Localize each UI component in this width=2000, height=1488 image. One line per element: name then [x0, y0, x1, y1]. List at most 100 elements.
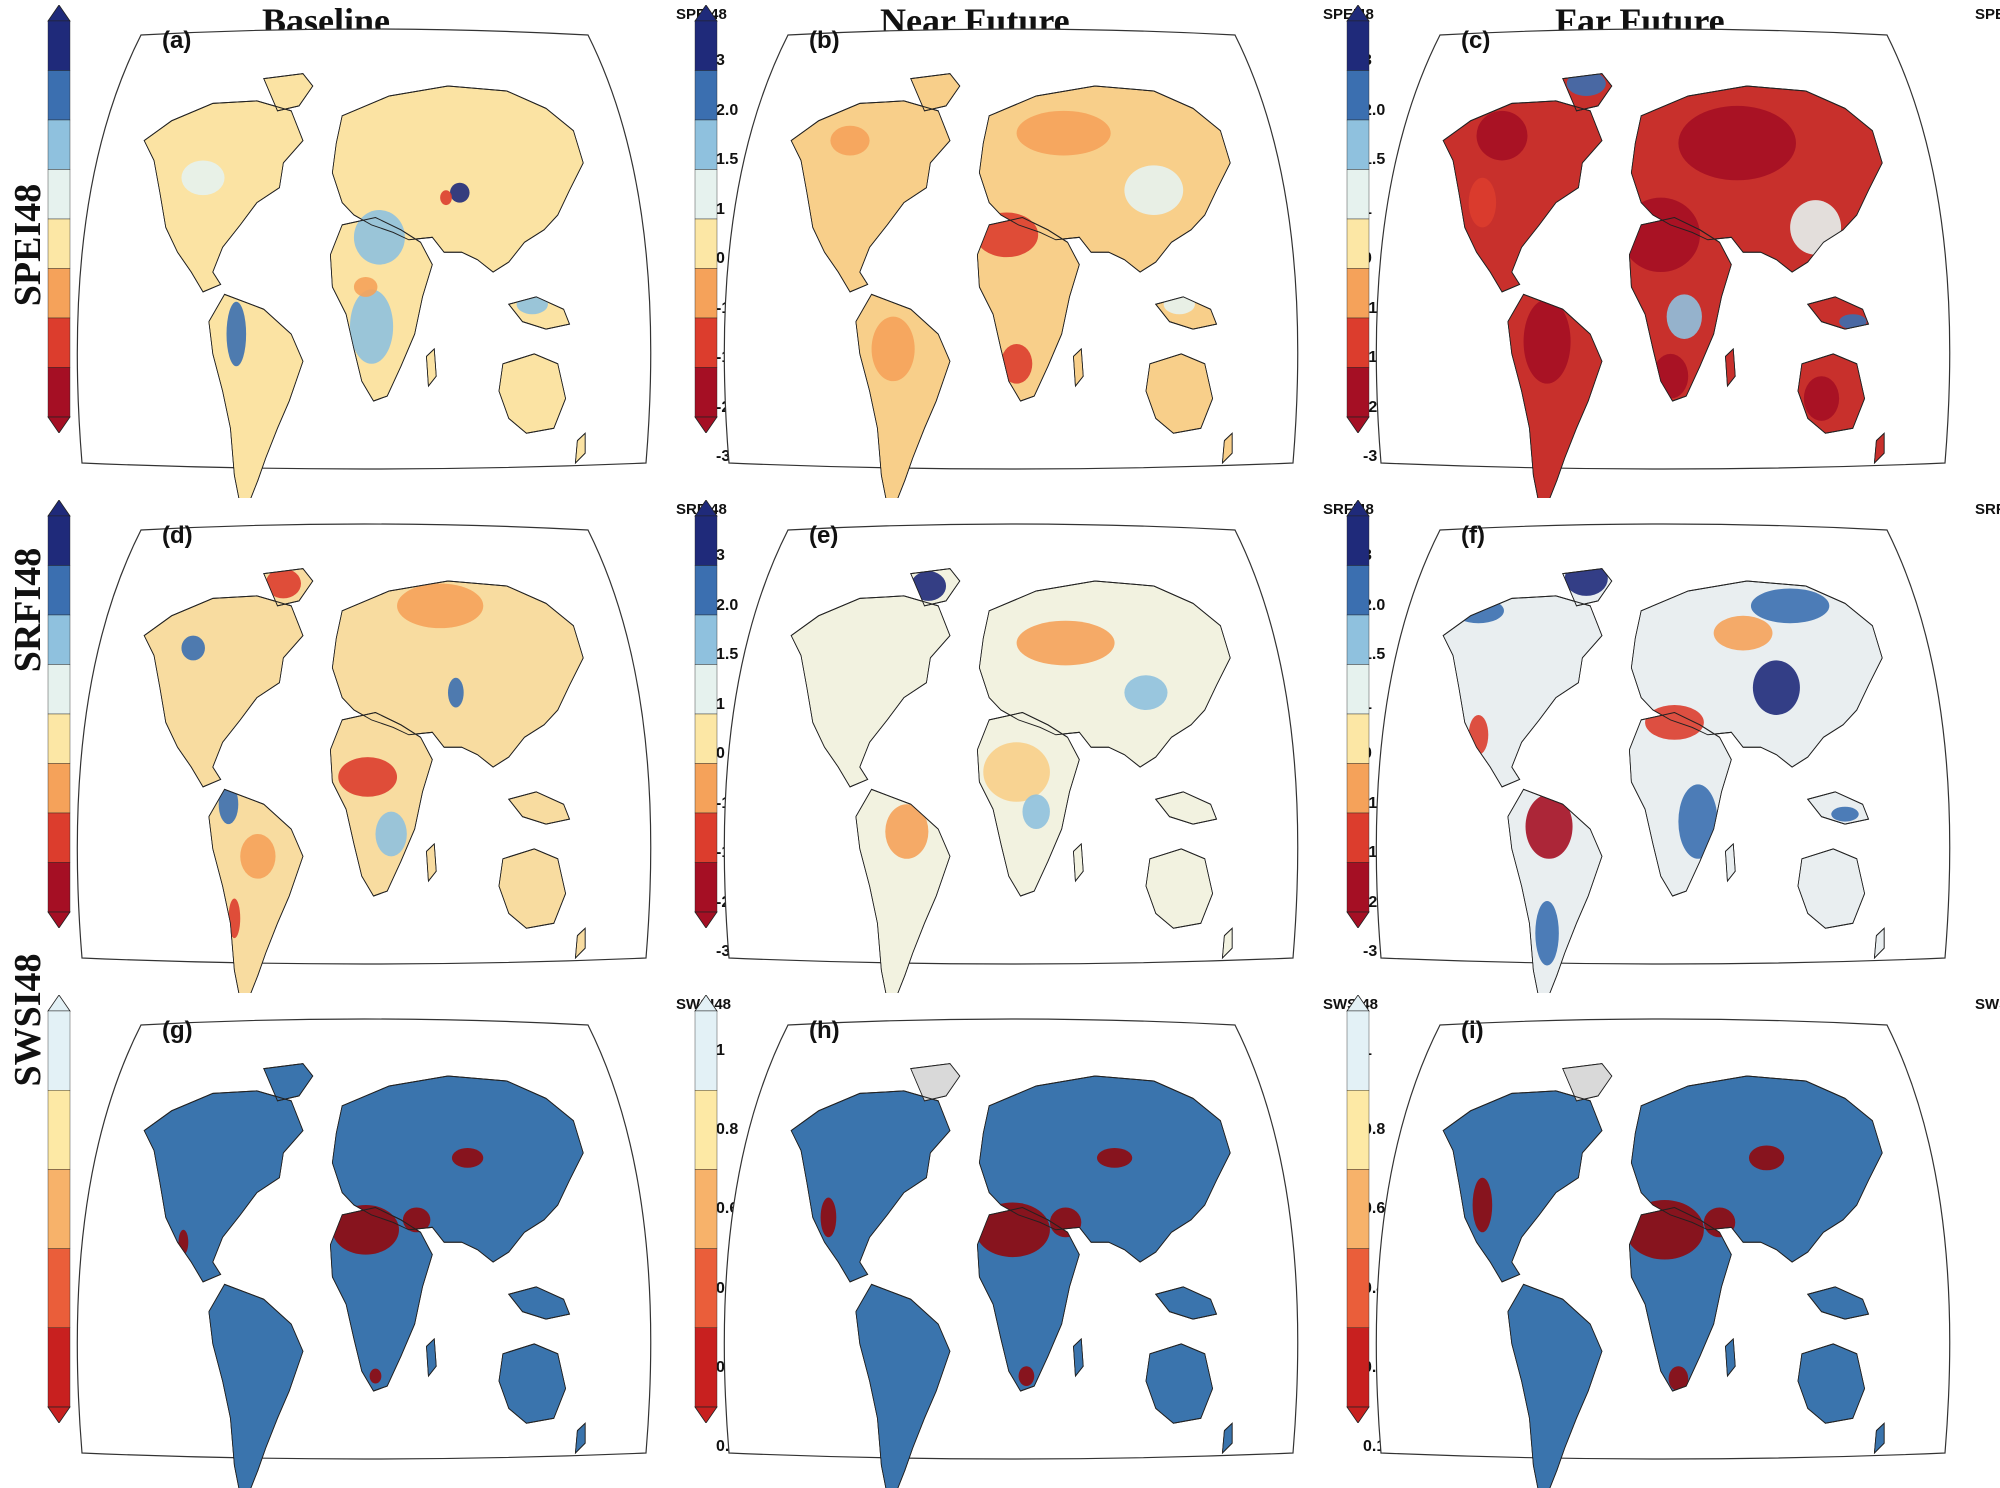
map-panel: (f)SRFI4832.01.510-1-1.5-2.0-3 [1345, 500, 2000, 993]
panel-label: (g) [162, 1017, 193, 1044]
world-map [1375, 1018, 1951, 1488]
map-panel: (g)SWSI4810.80.60.40.20.1 [46, 995, 738, 1488]
colorbar-segment [1346, 367, 1370, 418]
colorbar-segment [694, 20, 718, 71]
colorbar-segment [694, 614, 718, 665]
panel-label: (b) [809, 27, 840, 54]
colorbar-segment [1346, 218, 1370, 269]
colorbar-segment [694, 862, 718, 913]
colorbar-segment [47, 614, 71, 665]
colorbar-extend-min [694, 1406, 718, 1423]
anomaly-patch [375, 811, 407, 857]
colorbar-segment [694, 169, 718, 220]
colorbar-tick-label: 2.0 [716, 596, 739, 614]
anomaly-patch [1803, 376, 1840, 421]
anomaly-patch [983, 742, 1050, 802]
colorbar-tick-label: 3 [716, 52, 725, 69]
colorbar-tick-label: 0 [716, 250, 725, 267]
anomaly-patch [1666, 294, 1702, 339]
colorbar-segment [694, 1089, 718, 1170]
anomaly-patch [353, 277, 378, 297]
colorbar-segment [694, 664, 718, 715]
colorbar-segment [47, 515, 71, 566]
colorbar-tick-label: -3 [716, 448, 731, 465]
panel-label: (h) [809, 1017, 840, 1044]
colorbar-segment [47, 119, 71, 170]
colorbar-extend-min [47, 416, 71, 433]
anomaly-patch [885, 804, 929, 859]
colorbar-tick-label: -3 [1363, 943, 1378, 960]
row-title-srfi48: SRFI48 [7, 547, 49, 673]
stress-hotspot [332, 1205, 399, 1255]
anomaly-patch [240, 834, 276, 879]
anomaly-patch [1535, 900, 1559, 966]
colorbar-tick-label: 2.0 [716, 101, 739, 119]
world-map [723, 1018, 1299, 1488]
colorbar-tick-label: 1 [716, 695, 725, 713]
colorbar-segment [694, 812, 718, 863]
colorbar-segment [1346, 1010, 1370, 1091]
colorbar-extend-max [1346, 500, 1370, 517]
colorbar-segment [1346, 614, 1370, 665]
stress-hotspot [1748, 1145, 1785, 1171]
colorbar [694, 500, 718, 928]
colorbar-segment [1346, 317, 1370, 368]
colorbar-tick-label: 0 [716, 745, 725, 762]
colorbar-extend-max [1346, 995, 1370, 1012]
colorbar-segment [694, 119, 718, 170]
stress-hotspot [369, 1368, 382, 1384]
colorbar-segment [1346, 20, 1370, 71]
colorbar-segment [694, 1010, 718, 1091]
colorbar-segment [47, 367, 71, 418]
greenland-nodata [910, 1063, 960, 1101]
colorbar [694, 5, 718, 433]
colorbar-extend-max [47, 5, 71, 22]
anomaly-patch [1839, 314, 1867, 330]
anomaly-patch [1713, 615, 1773, 651]
colorbar [47, 995, 71, 1423]
anomaly-patch [1678, 784, 1718, 859]
panel-label: (d) [162, 522, 193, 549]
world-map [723, 523, 1299, 993]
stress-hotspot [1096, 1147, 1133, 1168]
colorbar-segment [694, 1327, 718, 1408]
colorbar [47, 5, 71, 433]
colorbar-title: SPEI48 [1975, 6, 2000, 23]
colorbar-segment [1346, 763, 1370, 814]
colorbar-segment [694, 565, 718, 616]
stress-hotspot [1625, 1200, 1704, 1260]
colorbar-extend-min [1346, 416, 1370, 433]
colorbar-extend-min [1346, 1406, 1370, 1423]
colorbar-extend-max [47, 995, 71, 1012]
colorbar-segment [1346, 1327, 1370, 1408]
anomaly-patch [448, 677, 464, 708]
colorbar-extend-min [47, 1406, 71, 1423]
colorbar-segment [47, 1169, 71, 1249]
row-title-swsi48: SWSI48 [7, 953, 49, 1087]
map-panel: (i)SWSI4810.80.60.40.20.1 [1345, 995, 2000, 1488]
anomaly-patch [1016, 110, 1111, 156]
anomaly-patch [228, 898, 241, 939]
colorbar-segment [1346, 515, 1370, 566]
colorbar-tick-label: 1 [716, 1042, 725, 1059]
colorbar-segment [694, 70, 718, 121]
colorbar [1346, 500, 1370, 928]
anomaly-patch [449, 182, 470, 203]
map-panel: (b)SPEI4832.01.510-1-1.5-2.0-3 [693, 5, 1391, 498]
colorbar-tick-label: 1.5 [716, 646, 739, 663]
colorbar-segment [47, 70, 71, 121]
stress-hotspot [402, 1207, 431, 1233]
world-map [76, 28, 652, 498]
anomaly-patch [226, 301, 247, 367]
anomaly-patch [181, 635, 205, 661]
colorbar-segment [1346, 565, 1370, 616]
colorbar-title: SRFI48 [1975, 501, 2000, 518]
colorbar-extend-max [694, 5, 718, 22]
colorbar-extend-max [1346, 5, 1370, 22]
colorbar-segment [694, 1248, 718, 1329]
panel-label: (i) [1461, 1017, 1484, 1044]
colorbar-extend-min [694, 416, 718, 433]
map-panel: (h)SWSI4810.80.60.40.20.1 [693, 995, 1385, 1488]
colorbar-segment [47, 317, 71, 368]
colorbar-segment [47, 664, 71, 715]
